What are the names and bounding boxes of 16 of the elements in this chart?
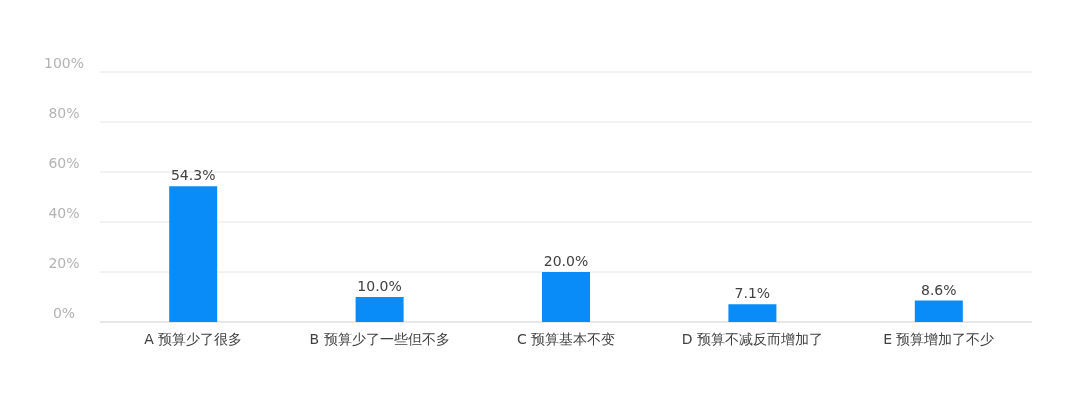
data-label: 54.3% [170,167,216,184]
y-tick-label: 60% [48,155,80,171]
y-tick-label: 0% [52,305,76,321]
x-tick-label: A 预算少了很多 [144,331,243,347]
y-tick-label: 100% [43,55,85,71]
y-tick-label: 40% [48,205,80,221]
y-tick-label: 80% [48,105,80,121]
y-tick-label: 20% [48,255,80,271]
x-tick-label: D 预算不减反而增加了 [681,331,824,347]
data-label: 7.1% [734,285,771,302]
x-tick-label: B 预算少了一些但不多 [309,331,450,347]
x-tick-label: E 预算增加了不少 [883,331,995,347]
data-label: 20.0% [543,253,589,269]
data-label: 10.0% [357,278,402,294]
data-label: 8.6% [921,281,957,298]
x-tick-label: C 预算基本不变 [516,331,616,347]
